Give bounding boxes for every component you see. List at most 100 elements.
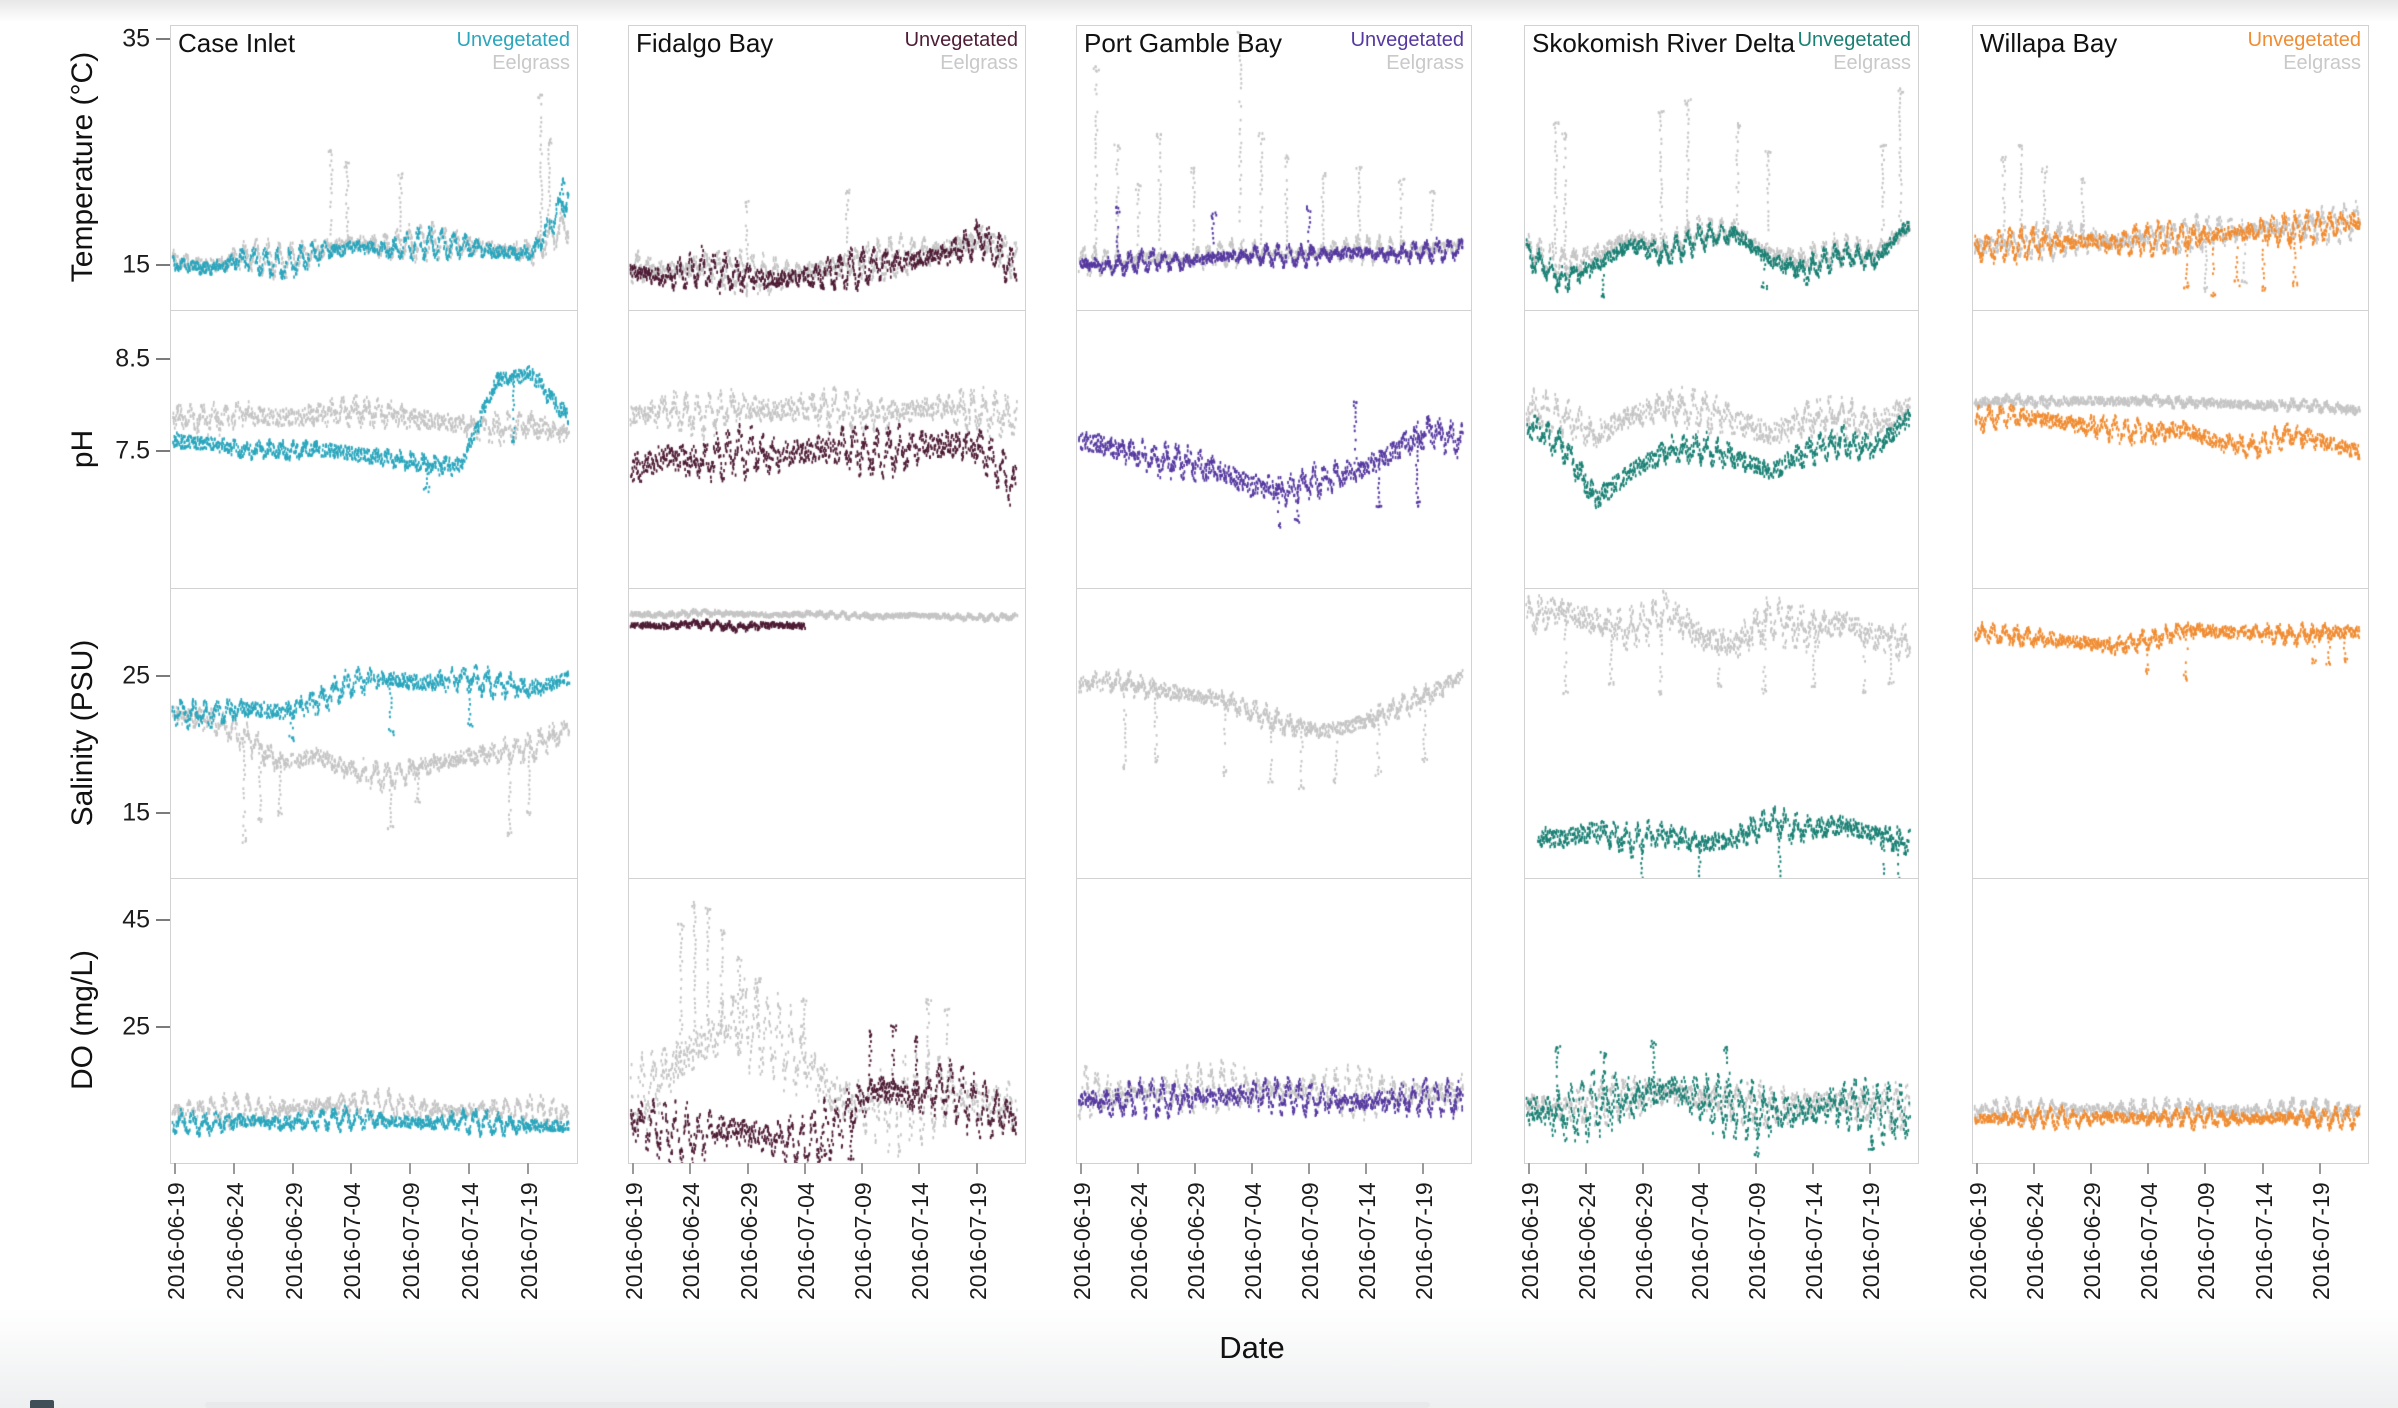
y-axis-label-salinity: Salinity (PSU) xyxy=(66,639,99,827)
x-tick-mark-1-6 xyxy=(975,1163,978,1174)
x-tick-label-2-2: 2016-06-29 xyxy=(1182,1182,1209,1300)
x-tick-label-3-5: 2016-07-14 xyxy=(1801,1182,1828,1300)
x-tick-mark-4-3 xyxy=(2147,1163,2150,1174)
y-tick-label-do-0: 45 xyxy=(122,905,150,934)
x-tick-mark-2-3 xyxy=(1250,1163,1253,1174)
x-tick-label-4-5: 2016-07-14 xyxy=(2250,1182,2277,1300)
legend-label-eelgrass: Eelgrass xyxy=(2283,52,2361,74)
x-tick-label-1-4: 2016-07-09 xyxy=(850,1182,877,1300)
x-tick-mark-0-6 xyxy=(526,1163,529,1174)
x-tick-label-0-5: 2016-07-14 xyxy=(456,1182,483,1300)
y-tick-label-ph-1: 7.5 xyxy=(115,436,150,465)
x-tick-mark-3-1 xyxy=(1584,1163,1587,1174)
x-tick-label-3-0: 2016-06-19 xyxy=(1516,1182,1543,1300)
x-tick-mark-3-6 xyxy=(1868,1163,1871,1174)
x-tick-label-0-1: 2016-06-24 xyxy=(221,1182,248,1300)
x-tick-label-0-2: 2016-06-29 xyxy=(280,1182,307,1300)
legend-label-unvegetated: Unvegetated xyxy=(2247,29,2361,51)
x-tick-mark-4-6 xyxy=(2318,1163,2321,1174)
x-tick-label-2-6: 2016-07-19 xyxy=(1410,1182,1437,1300)
horizontal-scrollbar-track[interactable] xyxy=(205,1402,1430,1408)
x-tick-mark-0-3 xyxy=(350,1163,353,1174)
x-tick-label-1-5: 2016-07-14 xyxy=(907,1182,934,1300)
x-tick-mark-0-0 xyxy=(174,1163,177,1174)
x-tick-label-2-0: 2016-06-19 xyxy=(1068,1182,1095,1300)
x-tick-label-3-4: 2016-07-09 xyxy=(1744,1182,1771,1300)
legend-label-eelgrass: Eelgrass xyxy=(940,52,1018,74)
y-tick-label-temperature-0: 35 xyxy=(122,24,150,53)
x-tick-label-2-3: 2016-07-04 xyxy=(1239,1182,1266,1300)
y-tick-mark-ph-0 xyxy=(156,357,170,360)
panel-title-port-gamble-bay: Port Gamble Bay xyxy=(1084,28,1282,58)
x-tick-mark-3-4 xyxy=(1755,1163,1758,1174)
x-tick-mark-2-1 xyxy=(1136,1163,1139,1174)
y-axis-label-temperature: Temperature (°C) xyxy=(66,51,99,283)
x-tick-label-3-2: 2016-06-29 xyxy=(1630,1182,1657,1300)
panel-title-fidalgo-bay: Fidalgo Bay xyxy=(636,28,774,58)
y-tick-label-temperature-1: 15 xyxy=(122,250,150,279)
x-tick-mark-3-5 xyxy=(1812,1163,1815,1174)
y-tick-mark-ph-1 xyxy=(156,450,170,453)
x-tick-mark-4-0 xyxy=(1975,1163,1978,1174)
x-tick-label-1-3: 2016-07-04 xyxy=(792,1182,819,1300)
x-tick-label-4-3: 2016-07-04 xyxy=(2136,1182,2163,1300)
x-tick-mark-1-0 xyxy=(631,1163,634,1174)
y-tick-label-do-1: 25 xyxy=(122,1012,150,1041)
x-tick-label-1-1: 2016-06-24 xyxy=(678,1182,705,1300)
y-axis-label-do: DO (mg/L) xyxy=(66,949,99,1091)
x-tick-mark-1-2 xyxy=(746,1163,749,1174)
x-tick-label-4-6: 2016-07-19 xyxy=(2307,1182,2334,1300)
x-tick-mark-4-1 xyxy=(2033,1163,2036,1174)
panel-title-skokomish-river-delta: Skokomish River Delta xyxy=(1532,28,1795,58)
x-tick-mark-4-5 xyxy=(2261,1163,2264,1174)
x-tick-label-0-6: 2016-07-19 xyxy=(515,1182,542,1300)
x-tick-label-0-3: 2016-07-04 xyxy=(339,1182,366,1300)
x-tick-mark-1-4 xyxy=(861,1163,864,1174)
y-tick-label-salinity-0: 25 xyxy=(122,661,150,690)
x-tick-mark-0-2 xyxy=(291,1163,294,1174)
x-tick-label-3-1: 2016-06-24 xyxy=(1573,1182,1600,1300)
x-tick-mark-0-1 xyxy=(232,1163,235,1174)
x-tick-label-3-6: 2016-07-19 xyxy=(1857,1182,1884,1300)
x-tick-mark-3-2 xyxy=(1641,1163,1644,1174)
legend-label-unvegetated: Unvegetated xyxy=(1797,29,1911,51)
x-tick-mark-0-4 xyxy=(409,1163,412,1174)
legend-label-eelgrass: Eelgrass xyxy=(1386,52,1464,74)
x-tick-mark-2-6 xyxy=(1421,1163,1424,1174)
x-tick-mark-2-5 xyxy=(1364,1163,1367,1174)
x-tick-label-2-1: 2016-06-24 xyxy=(1125,1182,1152,1300)
legend-label-unvegetated: Unvegetated xyxy=(904,29,1018,51)
x-tick-mark-3-0 xyxy=(1527,1163,1530,1174)
x-tick-mark-4-2 xyxy=(2090,1163,2093,1174)
x-tick-mark-1-5 xyxy=(918,1163,921,1174)
legend-label-unvegetated: Unvegetated xyxy=(456,29,570,51)
y-tick-mark-temperature-1 xyxy=(156,263,170,266)
legend-label-unvegetated: Unvegetated xyxy=(1350,29,1464,51)
y-tick-mark-salinity-1 xyxy=(156,811,170,814)
x-tick-label-1-6: 2016-07-19 xyxy=(964,1182,991,1300)
y-tick-mark-salinity-0 xyxy=(156,675,170,678)
x-tick-label-4-0: 2016-06-19 xyxy=(1964,1182,1991,1300)
x-tick-label-4-4: 2016-07-09 xyxy=(2193,1182,2220,1300)
legend-label-eelgrass: Eelgrass xyxy=(492,52,570,74)
y-tick-mark-do-1 xyxy=(156,1025,170,1028)
x-tick-mark-2-4 xyxy=(1307,1163,1310,1174)
x-tick-label-0-0: 2016-06-19 xyxy=(163,1182,190,1300)
x-tick-mark-1-1 xyxy=(689,1163,692,1174)
y-tick-mark-temperature-0 xyxy=(156,37,170,40)
x-tick-mark-3-3 xyxy=(1698,1163,1701,1174)
x-tick-mark-0-5 xyxy=(467,1163,470,1174)
x-axis-title: Date xyxy=(1219,1330,1285,1365)
x-tick-label-4-2: 2016-06-29 xyxy=(2079,1182,2106,1300)
x-tick-mark-2-0 xyxy=(1079,1163,1082,1174)
x-tick-label-1-0: 2016-06-19 xyxy=(620,1182,647,1300)
x-tick-label-2-5: 2016-07-14 xyxy=(1353,1182,1380,1300)
x-tick-mark-4-4 xyxy=(2204,1163,2207,1174)
x-tick-label-3-3: 2016-07-04 xyxy=(1687,1182,1714,1300)
y-tick-mark-do-0 xyxy=(156,918,170,921)
panel-title-willapa-bay: Willapa Bay xyxy=(1980,28,2118,58)
x-tick-mark-2-2 xyxy=(1193,1163,1196,1174)
bottom-left-artifact xyxy=(30,1400,54,1408)
